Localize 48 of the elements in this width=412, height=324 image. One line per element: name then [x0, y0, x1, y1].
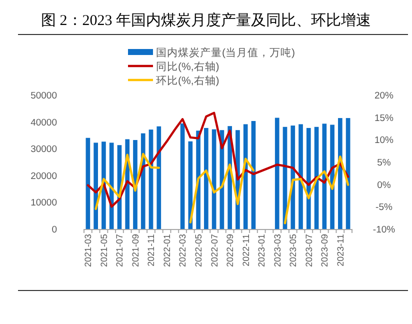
bar [274, 118, 280, 229]
y-tick-label: 40000 [30, 117, 57, 128]
x-tick-label: 2022-01 [162, 234, 172, 268]
legend-label: 国内煤炭产量(当月值，万吨) [156, 46, 295, 59]
x-tick-label: 2022-03 [178, 234, 188, 268]
bar [322, 124, 327, 229]
bar [243, 124, 248, 229]
x-tick-label: 2021-03 [83, 234, 94, 268]
bar [298, 124, 303, 229]
x-tick-label: 2022-07 [209, 234, 220, 268]
line-series [86, 112, 350, 208]
bar [306, 128, 311, 229]
bar [94, 142, 98, 229]
y-tick-label: 0 [52, 224, 57, 236]
legend-label: 环比(%,右轴) [156, 74, 220, 87]
x-tick-label: 2022-05 [193, 234, 204, 268]
x-tick-label: 2022-09 [225, 234, 236, 268]
x-tick-label: 2021-09 [130, 234, 140, 268]
x-tick-label: 2023-09 [320, 234, 330, 268]
bar [180, 123, 185, 229]
bar [109, 142, 114, 229]
bar [156, 126, 162, 229]
y2-tick-label: 10% [374, 135, 394, 146]
x-tick-label: 2021-11 [146, 234, 156, 266]
x-tick-label: 2023-01 [256, 234, 267, 268]
y2-tick-label: -5% [376, 202, 393, 214]
x-tick-label: 2023-05 [288, 234, 298, 268]
y2-tick-label: 20% [374, 90, 394, 102]
y-tick-label: 20000 [30, 170, 57, 182]
x-tick-label: 2021-05 [98, 234, 109, 268]
x-tick-label: 2022-11 [240, 234, 251, 266]
legend-label: 同比(%,右轴) [156, 60, 220, 73]
y2-tick-label: 0% [377, 180, 392, 191]
y-tick-label: 10000 [30, 198, 57, 209]
chart-title: 图 2：2023 年国内煤炭月度产量及同比、环比增速 [41, 12, 371, 29]
y2-tick-label: 5% [377, 158, 392, 168]
y2-tick-label: 15% [374, 112, 394, 124]
y-tick-label: 30000 [30, 144, 57, 156]
x-tick-label: 2023-11 [335, 234, 346, 266]
bar [204, 128, 208, 229]
bar [338, 118, 342, 229]
bar [86, 138, 90, 229]
x-tick-label: 2021-07 [114, 234, 125, 268]
y2-tick-label: -10% [372, 224, 396, 236]
y-tick-label: 50000 [30, 90, 57, 102]
x-tick-label: 2023-07 [304, 234, 314, 268]
bar [188, 141, 193, 229]
x-tick-label: 2023-03 [272, 234, 282, 268]
